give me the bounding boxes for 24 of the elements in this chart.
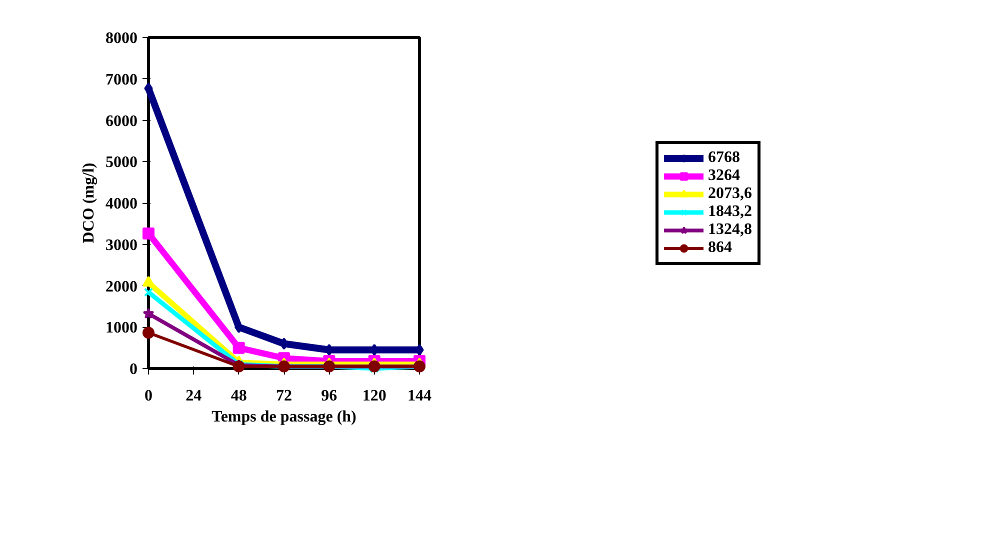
x-axis-title: Temps de passage (h) xyxy=(212,408,356,426)
y-axis-title: DCO (mg/l) xyxy=(80,162,98,244)
y-tick-label: 2000 xyxy=(106,278,138,296)
y-tick-label: 7000 xyxy=(106,71,138,88)
legend-label: 3264 xyxy=(708,166,740,184)
y-tick-label: 3000 xyxy=(106,236,138,254)
legend-label: 2073,6 xyxy=(708,184,752,202)
legend-label: 1843,2 xyxy=(708,202,752,220)
y-tick-label: 6000 xyxy=(106,112,138,130)
y-tick-label: 0 xyxy=(130,361,138,378)
x-tick-label: 96 xyxy=(321,388,338,404)
x-tick-label: 48 xyxy=(230,388,247,404)
y-tick-label: 8000 xyxy=(106,30,138,47)
x-tick-label: 144 xyxy=(408,388,432,404)
legend-label: 6768 xyxy=(708,148,740,166)
y-tick-label: 1000 xyxy=(106,320,138,337)
legend-label: 864 xyxy=(708,238,732,256)
x-tick-label: 72 xyxy=(276,388,292,404)
x-tick-label: 24 xyxy=(186,388,202,404)
x-tick-label: 120 xyxy=(362,388,386,404)
y-tick-label: 4000 xyxy=(106,196,138,212)
legend-label: 1324,8 xyxy=(708,220,752,238)
x-tick-label: 0 xyxy=(144,388,152,404)
y-tick-label: 5000 xyxy=(106,154,138,172)
